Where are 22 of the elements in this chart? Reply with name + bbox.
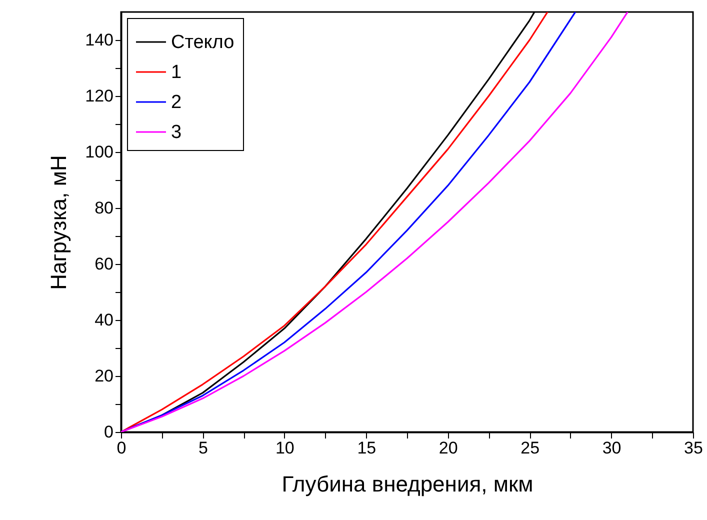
x-tick-label: 0 <box>116 438 126 458</box>
y-tick-label: 20 <box>94 366 114 386</box>
legend-label: 1 <box>171 62 182 83</box>
legend-label: 2 <box>171 92 182 113</box>
y-tick-label: 80 <box>94 198 114 218</box>
legend-label: 3 <box>171 122 182 143</box>
legend-label: Стекло <box>171 32 234 53</box>
x-tick-label: 15 <box>357 438 376 458</box>
y-tick-label: 60 <box>94 254 114 274</box>
y-tick-label: 120 <box>85 86 114 106</box>
y-tick-label: 40 <box>94 310 114 330</box>
y-tick-label: 140 <box>85 30 114 50</box>
y-tick-label: 100 <box>85 142 114 162</box>
x-axis-title: Глубина внедрения, мкм <box>282 472 534 496</box>
x-tick-label: 30 <box>602 438 622 458</box>
x-tick-label: 35 <box>684 438 703 458</box>
x-tick-label: 20 <box>438 438 458 458</box>
y-tick-label: 0 <box>104 422 114 442</box>
x-tick-label: 5 <box>198 438 208 458</box>
x-tick-label: 25 <box>520 438 540 458</box>
y-axis-title: Нагрузка, мН <box>46 155 72 290</box>
x-tick-label: 10 <box>275 438 294 458</box>
